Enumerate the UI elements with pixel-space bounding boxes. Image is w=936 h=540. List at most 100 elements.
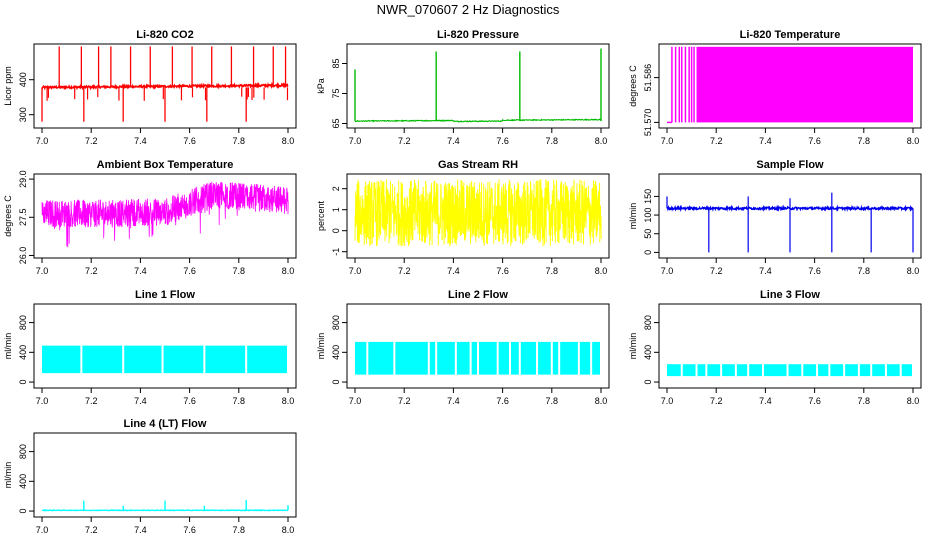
flow-band-segment (552, 341, 559, 375)
x-tick-label: 7.6 (496, 136, 509, 146)
x-tick-label: 7.2 (85, 525, 98, 535)
x-tick-label: 7.6 (183, 525, 196, 535)
x-tick-label: 7.2 (85, 396, 98, 406)
x-tick-label: 8.0 (282, 266, 295, 276)
x-tick-label: 7.2 (398, 136, 411, 146)
y-axis-label: ml/min (3, 462, 13, 489)
y-tick-label: 2 (331, 186, 341, 191)
y-tick-label: 65 (331, 118, 341, 128)
flow-band-segment (707, 364, 721, 377)
flow-band-segment (697, 364, 706, 377)
panel-title: Li-820 CO2 (136, 29, 193, 41)
data-layer (354, 179, 602, 247)
x-tick-label: 7.8 (233, 396, 246, 406)
y-tick-label: 27.5 (18, 209, 28, 227)
flow-band-segment (830, 364, 844, 377)
x-tick-label: 7.2 (710, 396, 723, 406)
panel-title: Ambient Box Temperature (97, 159, 234, 171)
x-tick-label: 7.8 (233, 525, 246, 535)
x-tick-label: 7.6 (183, 266, 196, 276)
y-tick-label: 400 (18, 474, 28, 489)
y-tick-label: 85 (331, 58, 341, 68)
panel-title: Gas Stream RH (438, 159, 518, 171)
flow-band-segment (538, 341, 551, 375)
x-tick-label: 7.0 (349, 396, 362, 406)
flow-band-segment (592, 341, 600, 375)
y-tick-label: 1 (331, 207, 341, 212)
y-tick-label: 51.586 (643, 64, 653, 92)
x-tick-label: 7.8 (858, 396, 871, 406)
y-tick-label: 0 (643, 380, 653, 385)
flow-band-segment (82, 345, 123, 374)
plot-frame (658, 303, 922, 389)
flow-band-segment (163, 345, 204, 374)
x-tick-label: 7.0 (36, 525, 49, 535)
x-tick-label: 8.0 (907, 266, 920, 276)
y-tick-label: 0 (643, 250, 653, 255)
y-tick-label: 51.570 (643, 109, 653, 137)
flow-band-segment (763, 364, 787, 377)
plot-frame (33, 43, 297, 129)
data-layer (667, 364, 912, 377)
temperature-fill (696, 46, 913, 123)
panel-p3: Li-820 Temperature degrees C 7.0 7.2 7.4 7.6 7… (628, 29, 922, 146)
panel-p9: Line 3 Flow ml/min 7.0 7.2 7.4 7.6 7.8 8.0 0 400 8… (628, 289, 922, 406)
panel-p1: Li-820 CO2 Licor ppm 7.0 7.2 7.4 7.6 7.8 8.0 300… (3, 29, 297, 146)
panel-title: Li-820 Pressure (437, 29, 519, 41)
flow-band-segment (682, 364, 696, 377)
flow-band-segment (510, 341, 519, 375)
x-tick-label: 7.8 (546, 136, 559, 146)
x-tick-label: 7.2 (85, 136, 98, 146)
y-tick-label: -1 (331, 248, 341, 256)
figure-suptitle: NWR_070607 2 Hz Diagnostics (377, 2, 560, 17)
ambient-series (41, 181, 289, 248)
y-tick-label: 400 (643, 345, 653, 360)
flow-band-segment (520, 341, 537, 375)
panel-p4: Ambient Box Temperature degrees C 7.0 7.2 7.… (3, 159, 297, 276)
flow-band-segment (901, 364, 912, 377)
x-tick-label: 7.4 (759, 136, 772, 146)
x-tick-label: 7.0 (661, 266, 674, 276)
pressure-series (354, 118, 601, 123)
flow-band-segment (456, 341, 470, 375)
panel-grid: Li-820 CO2 Licor ppm 7.0 7.2 7.4 7.6 7.8 8.0 300… (3, 29, 922, 535)
y-axis-label: ml/min (628, 333, 638, 360)
x-tick-label: 7.6 (808, 396, 821, 406)
x-tick-label: 7.4 (447, 396, 460, 406)
y-tick-label: 800 (331, 315, 341, 330)
x-tick-label: 7.6 (496, 396, 509, 406)
flow-band-segment (722, 364, 735, 377)
flow-band-segment (872, 364, 885, 377)
x-tick-label: 7.2 (710, 136, 723, 146)
plot-frame (346, 173, 610, 259)
x-tick-label: 7.6 (183, 136, 196, 146)
plot-frame (658, 43, 922, 129)
panel-title: Line 4 (LT) Flow (124, 418, 207, 430)
x-tick-label: 7.6 (496, 266, 509, 276)
x-tick-label: 7.6 (808, 136, 821, 146)
flow-band-segment (886, 364, 900, 377)
x-tick-label: 7.4 (134, 136, 147, 146)
x-tick-label: 7.0 (349, 266, 362, 276)
x-tick-label: 8.0 (907, 396, 920, 406)
x-tick-label: 7.0 (661, 136, 674, 146)
y-tick-label: 400 (331, 345, 341, 360)
flow-band-segment (247, 345, 287, 374)
y-axis-label: ml/min (316, 333, 326, 360)
data-layer (667, 46, 913, 124)
x-tick-label: 8.0 (282, 396, 295, 406)
x-tick-label: 7.0 (36, 136, 49, 146)
plot-frame (33, 173, 297, 259)
flow-band-segment (498, 341, 509, 375)
x-tick-label: 8.0 (907, 136, 920, 146)
y-axis-label: ml/min (3, 333, 13, 360)
plot-frame (658, 173, 922, 259)
rh-series (354, 179, 602, 247)
y-tick-label: 300 (18, 107, 28, 122)
x-tick-label: 8.0 (282, 525, 295, 535)
panel-title: Line 3 Flow (760, 289, 820, 301)
data-layer (355, 341, 600, 375)
y-axis-label: kPa (316, 78, 326, 94)
x-tick-label: 7.2 (398, 266, 411, 276)
